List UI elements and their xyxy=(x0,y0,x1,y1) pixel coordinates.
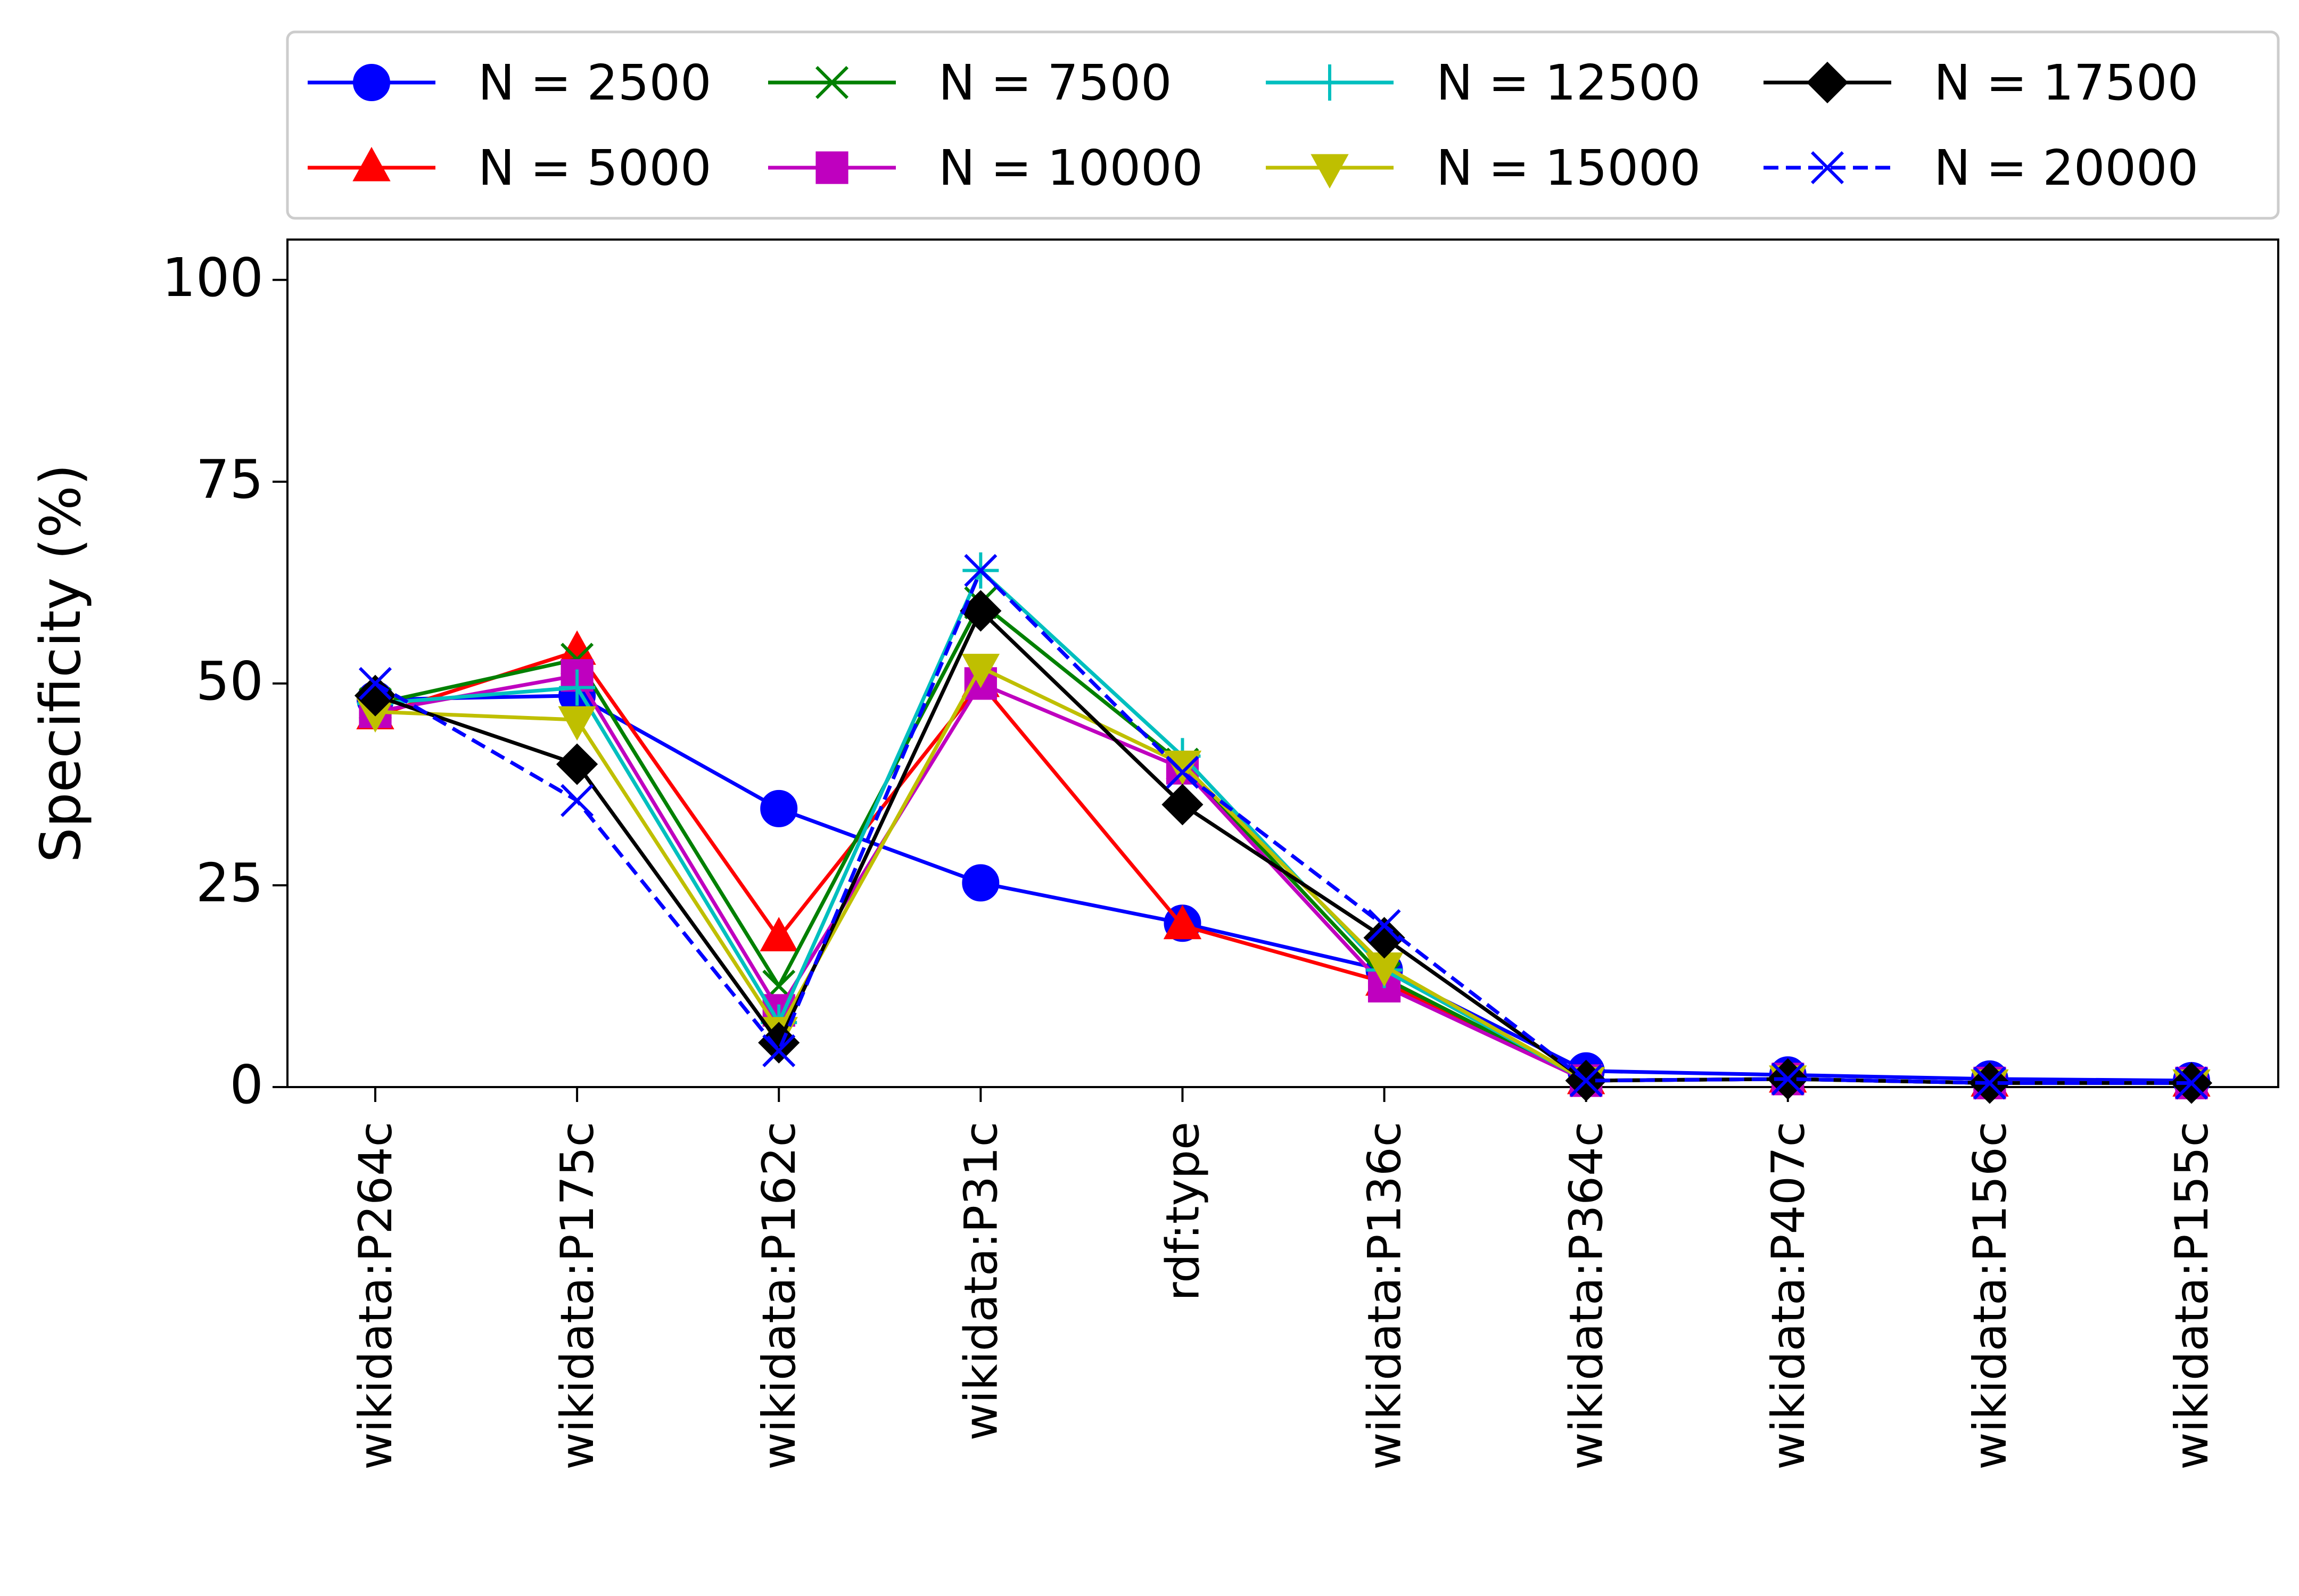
y-tick-label: 50 xyxy=(196,650,263,712)
data-point-triangle-down xyxy=(558,706,596,741)
data-point-x xyxy=(1569,1064,1603,1097)
data-point-triangle-up xyxy=(352,146,391,182)
y-axis-label: Specificity (%) xyxy=(28,464,93,862)
x-axis: wikidata:P264c wikidata:P175c wikidata:P16… xyxy=(349,1087,2219,1470)
data-point-x xyxy=(358,667,392,700)
data-point-triangle-up xyxy=(1163,904,1202,940)
data-point-plus xyxy=(1312,64,1348,101)
data-point-diamond xyxy=(960,590,1002,632)
x-tick-label: wikidata:P156c xyxy=(1964,1122,2017,1470)
data-point-x xyxy=(1810,151,1844,185)
data-point-triangle-down xyxy=(1365,952,1404,987)
y-tick-label: 0 xyxy=(229,1054,263,1116)
data-point-diamond xyxy=(354,674,397,717)
x-tick-label: wikidata:P155c xyxy=(2165,1122,2219,1470)
legend: N = 2500 N = 5000 N = 7500 N = 10000 N = 125… xyxy=(286,30,2280,220)
x-tick-label: wikidata:P364c xyxy=(1560,1122,1613,1470)
legend-label: N = 12500 xyxy=(1436,54,1701,111)
x-tick-label: wikidata:P407c xyxy=(1762,1122,1815,1470)
x-tick-label: wikidata:P162c xyxy=(753,1122,806,1470)
data-point-x xyxy=(561,784,594,817)
data-point-diamond xyxy=(556,743,598,785)
series-layer xyxy=(354,552,2213,1104)
y-tick-label: 25 xyxy=(196,852,263,914)
legend-label: N = 7500 xyxy=(938,54,1172,111)
legend-entry: N = 12500 xyxy=(1266,54,1701,111)
legend-entry: N = 2500 xyxy=(308,54,712,111)
legend-entry: N = 10000 xyxy=(768,139,1203,196)
data-point-x xyxy=(1367,909,1401,942)
x-tick-label: wikidata:P175c xyxy=(551,1122,604,1470)
data-point-x xyxy=(964,554,998,587)
data-point-diamond xyxy=(1806,61,1849,104)
data-point-square xyxy=(815,151,848,184)
data-point-circle xyxy=(760,789,798,827)
legend-label: N = 10000 xyxy=(938,139,1203,196)
data-point-triangle-down xyxy=(1163,751,1202,785)
data-point-x xyxy=(2174,1066,2209,1100)
series-line xyxy=(375,694,2192,1083)
x-tick-label: wikidata:P264c xyxy=(349,1122,402,1470)
x-tick-label: wikidata:P136c xyxy=(1358,1122,1412,1470)
legend-label: N = 15000 xyxy=(1436,139,1701,196)
data-point-circle xyxy=(353,64,390,101)
legend-box xyxy=(286,30,2280,220)
data-point-plus xyxy=(559,669,596,706)
legend-entry: N = 15000 xyxy=(1266,139,1701,196)
data-point-circle xyxy=(962,864,1000,902)
data-point-triangle-down xyxy=(1311,154,1349,189)
data-point-triangle-down xyxy=(961,654,1000,688)
data-point-triangle-up xyxy=(558,630,596,665)
y-axis: 0 25 50 75 100 xyxy=(162,246,287,1116)
plot-area xyxy=(286,238,2279,1088)
legend-entry: N = 7500 xyxy=(768,54,1172,111)
x-tick-label: wikidata:P31c xyxy=(954,1122,1008,1441)
data-point-x xyxy=(1771,1062,1804,1096)
legend-entry: N = 17500 xyxy=(1764,54,2198,111)
legend-label: N = 2500 xyxy=(478,54,712,111)
legend-label: N = 17500 xyxy=(1934,54,2198,111)
data-point-diamond xyxy=(1161,784,1204,826)
legend-entry: N = 20000 xyxy=(1764,139,2198,196)
data-point-x xyxy=(815,65,849,100)
data-point-x xyxy=(762,1034,796,1067)
y-tick-label: 75 xyxy=(196,448,263,511)
legend-label: N = 5000 xyxy=(478,139,712,196)
data-point-x xyxy=(1166,755,1199,789)
data-point-diamond xyxy=(758,1022,800,1064)
legend-entry: N = 5000 xyxy=(308,139,712,196)
data-point-x xyxy=(1973,1066,2006,1100)
series-n=20000 xyxy=(358,554,2209,1100)
y-tick-label: 100 xyxy=(162,246,263,309)
series-line xyxy=(374,569,2191,1085)
data-point-diamond xyxy=(1363,917,1405,959)
x-tick-label: rdf:type xyxy=(1156,1122,1209,1301)
legend-label: N = 20000 xyxy=(1934,139,2198,196)
data-point-triangle-up xyxy=(760,917,798,952)
